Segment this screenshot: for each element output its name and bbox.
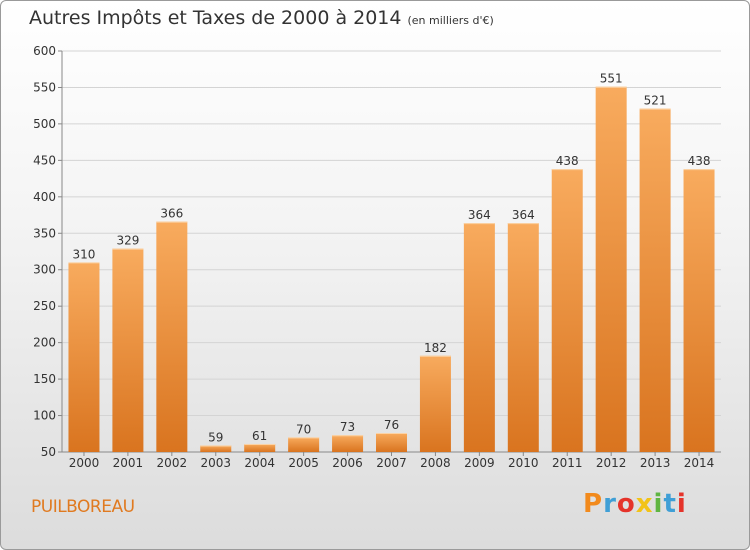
x-tick-label: 2009 [464,456,495,470]
x-tick-label: 2013 [640,456,671,470]
y-tick-label: 400 [33,190,56,204]
bar-2007 [376,433,407,452]
bar-2003 [200,445,232,452]
y-tick-label: 300 [33,263,56,277]
x-tick-label: 2001 [113,456,144,470]
y-tick-label: 100 [33,409,56,423]
logo-letter: x [635,489,654,519]
chart-title-text: Autres Impôts et Taxes de 2000 à 2014 [29,7,402,29]
value-label: 73 [340,420,355,434]
x-tick-labels: 2000 2001 2002 2003 2004 2005 2006 2007 2008 2009… [69,452,715,470]
bar-2006 [332,435,364,452]
bar-2010 [507,223,539,452]
proxiti-logo[interactable]: Proxiti [583,489,687,519]
logo-letter: i [676,489,687,519]
y-tick-label: 50 [41,445,56,459]
x-tick-label: 2007 [376,456,407,470]
bar-2008 [419,355,451,452]
value-label: 329 [116,234,139,248]
value-label: 61 [252,429,267,443]
logo-letter: i [653,489,664,519]
bar-2009 [463,223,495,452]
y-tick-label: 250 [33,299,56,313]
value-label: 438 [556,154,579,168]
x-tick-label: 2012 [596,456,627,470]
value-label: 366 [160,207,183,221]
logo-letter: r [603,489,617,519]
x-tick-label: 2014 [684,456,715,470]
bar-2002 [156,221,188,452]
y-tick-label: 600 [33,44,56,58]
y-tick-label: 200 [33,336,56,350]
y-tick-label: 550 [33,80,56,94]
x-tick-label: 2003 [200,456,231,470]
x-tick-label: 2011 [552,456,583,470]
bar-2012 [595,86,627,452]
value-labels: 310 329 366 59 61 70 73 76 182 364 364 438 551 521 438 [73,72,711,445]
logo-letter: t [663,489,677,519]
value-label: 521 [644,94,667,108]
x-tick-label: 2008 [420,456,451,470]
bar-2014 [683,169,715,452]
x-tick-label: 2002 [157,456,188,470]
bar-2004 [244,443,276,452]
value-label: 364 [512,208,535,222]
x-tick-label: 2004 [244,456,275,470]
y-tick-labels: 50 100 150 200 250 300 350 400 450 500 550 600 [33,44,56,459]
chart-unit: (en milliers d'€) [407,14,494,27]
x-tick-label: 2005 [288,456,319,470]
bar-2001 [112,248,144,452]
value-label: 70 [296,422,311,436]
x-tick-label: 2000 [69,456,100,470]
y-tick-label: 150 [33,372,56,386]
logo-letter: P [583,489,604,519]
bar-2011 [551,169,583,452]
y-tick-label: 450 [33,153,56,167]
value-label: 76 [384,418,399,432]
value-label: 310 [73,247,96,261]
bar-2000 [68,262,100,452]
value-label: 551 [600,72,623,86]
x-tick-label: 2006 [332,456,363,470]
logo-letter: o [616,489,636,519]
y-tick-label: 500 [33,117,56,131]
bar-2013 [639,108,671,453]
y-tick-label: 350 [33,226,56,240]
value-label: 182 [424,341,447,355]
bar-2005 [288,437,320,452]
x-tick-label: 2010 [508,456,539,470]
bars [68,86,715,453]
chart-title: Autres Impôts et Taxes de 2000 à 2014 (en… [29,7,494,29]
value-label: 438 [688,154,711,168]
value-label: 59 [208,430,223,444]
commune-name: PUILBOREAU [31,497,135,517]
value-label: 364 [468,208,491,222]
